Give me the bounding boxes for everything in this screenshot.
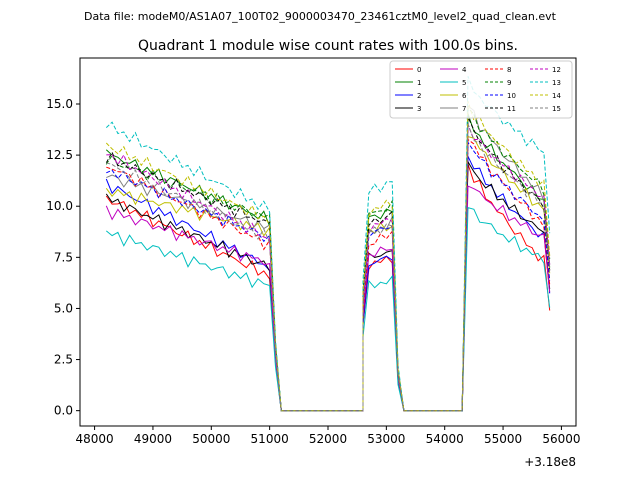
legend-box (389, 60, 573, 119)
y-tick-label: 0.0 (54, 404, 73, 418)
y-tick-label: 2.5 (54, 353, 73, 367)
series-line-11 (105, 116, 551, 412)
y-tick-label: 7.5 (54, 250, 73, 264)
series-line-4 (105, 185, 551, 412)
chart-title: Quadrant 1 module wise count rates with … (138, 38, 518, 54)
legend-label-0: 0 (417, 66, 421, 74)
series-line-10 (106, 140, 551, 412)
series-line-12 (106, 124, 551, 412)
x-tick-label: 54000 (426, 432, 464, 446)
series-line-9 (105, 106, 551, 412)
x-offset-label: +3.18e8 (524, 455, 576, 469)
legend-label-2: 2 (417, 92, 421, 100)
legend-label-1: 1 (417, 79, 421, 87)
data-file-label: Data file: modeM0/AS1A07_100T02_90000034… (84, 10, 557, 23)
legend-label-8: 8 (507, 66, 511, 74)
x-tick-label: 49000 (134, 432, 172, 446)
x-tick-label: 55000 (484, 432, 522, 446)
y-axis: 0.0 2.5 5.0 7.5 10.0 12.5 15.0 (46, 97, 80, 418)
series-line-13 (105, 76, 551, 412)
series-line-15 (106, 123, 551, 412)
legend-label-14: 14 (552, 92, 561, 100)
x-tick-label: 56000 (542, 432, 580, 446)
legend-label-4: 4 (462, 66, 467, 74)
legend-label-7: 7 (462, 105, 466, 113)
plot-lines (105, 76, 551, 412)
series-line-0 (105, 163, 551, 412)
series-line-2 (105, 156, 551, 412)
legend-label-3: 3 (417, 105, 421, 113)
legend-label-6: 6 (462, 92, 467, 100)
legend-label-9: 9 (507, 79, 511, 87)
x-axis: 48000 49000 50000 51000 52000 53000 54000 55000… (75, 426, 581, 446)
series-line-1 (105, 113, 551, 412)
series-line-8 (106, 138, 551, 412)
x-tick-label: 50000 (192, 432, 230, 446)
legend-label-11: 11 (507, 105, 516, 113)
y-tick-label: 12.5 (46, 148, 73, 162)
legend-label-15: 15 (552, 105, 561, 113)
x-tick-label: 51000 (251, 432, 289, 446)
legend-label-5: 5 (462, 79, 466, 87)
y-tick-label: 10.0 (46, 199, 73, 213)
legend-label-12: 12 (552, 66, 561, 74)
x-tick-label: 52000 (309, 432, 347, 446)
x-tick-label: 48000 (75, 432, 113, 446)
legend-label-13: 13 (552, 79, 561, 87)
series-line-5 (105, 207, 551, 412)
y-tick-label: 15.0 (46, 97, 73, 111)
legend-label-10: 10 (507, 92, 516, 100)
x-tick-label: 53000 (367, 432, 405, 446)
y-tick-label: 5.0 (54, 301, 73, 315)
series-line-14 (105, 101, 551, 412)
